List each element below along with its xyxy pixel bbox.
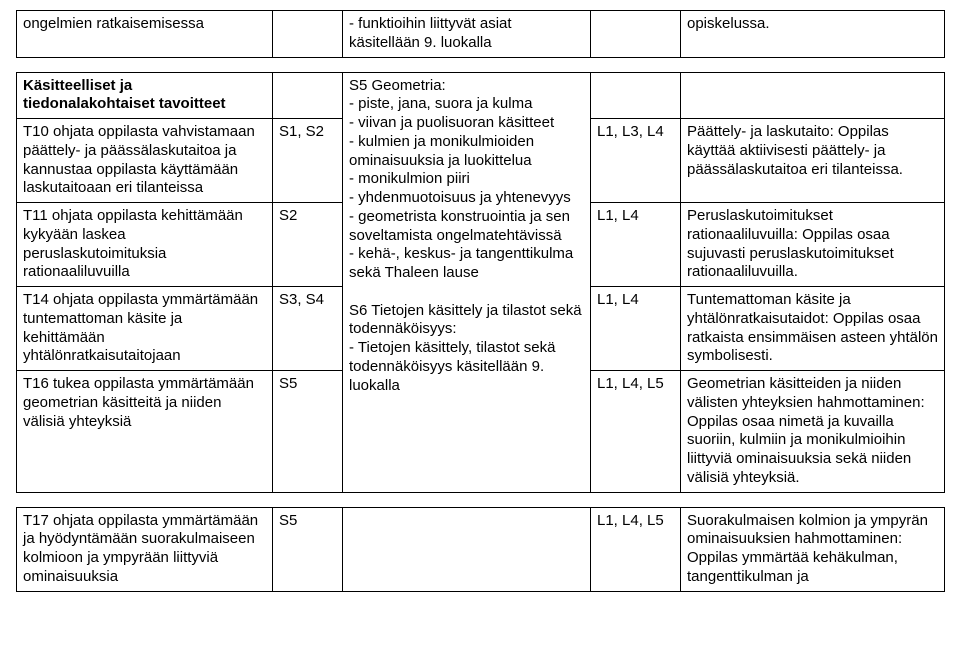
cell-competence: L1, L4: [591, 287, 681, 371]
page-container: ongelmien ratkaisemisessa - funktioihin …: [0, 0, 960, 612]
cell-code: [273, 11, 343, 58]
cell-assessment: Päättely- ja laskutaito: Oppilas käyttää…: [681, 119, 945, 203]
cell-assessment: Suorakulmaisen kolmion ja ympyrän ominai…: [681, 507, 945, 591]
cell-assessment: Peruslaskutoimitukset rationaaliluvuilla…: [681, 203, 945, 287]
table-row: T17 ohjata oppilasta ymmärtämään ja hyöd…: [17, 507, 945, 591]
cell-objective: T17 ohjata oppilasta ymmärtämään ja hyöd…: [17, 507, 273, 591]
cell-assessment: Tuntemattoman käsite ja yhtälönratkaisut…: [681, 287, 945, 371]
cell-content: - funktioihin liittyvät asiat käsitellää…: [343, 11, 591, 58]
cell-objective: T16 tukea oppilasta ymmärtämään geometri…: [17, 371, 273, 493]
cell-objective: T14 ohjata oppilasta ymmärtämään tuntema…: [17, 287, 273, 371]
table-row: ongelmien ratkaisemisessa - funktioihin …: [17, 11, 945, 58]
cell-competence: L1, L4: [591, 203, 681, 287]
spacer-row: [17, 492, 945, 507]
section-header-row: Käsitteelliset ja tiedonalakohtaiset tav…: [17, 72, 945, 119]
cell-assessment: Geometrian käsitteiden ja niiden väliste…: [681, 371, 945, 493]
cell-content-merged: S5 Geometria: - piste, jana, suora ja ku…: [343, 72, 591, 492]
cell-code: S3, S4: [273, 287, 343, 371]
cell-empty: [591, 72, 681, 119]
cell-code: S5: [273, 507, 343, 591]
cell-code: S1, S2: [273, 119, 343, 203]
section-header-cell: Käsitteelliset ja tiedonalakohtaiset tav…: [17, 72, 273, 119]
cell-empty: [681, 72, 945, 119]
cell-code: S5: [273, 371, 343, 493]
cell-objective: T10 ohjata oppilasta vahvistamaan päätte…: [17, 119, 273, 203]
cell-competence: L1, L4, L5: [591, 507, 681, 591]
cell-objective: ongelmien ratkaisemisessa: [17, 11, 273, 58]
cell-competence: L1, L4, L5: [591, 371, 681, 493]
cell-assessment: opiskelussa.: [681, 11, 945, 58]
cell-empty: [273, 72, 343, 119]
cell-content: [343, 507, 591, 591]
cell-competence: [591, 11, 681, 58]
cell-objective: T11 ohjata oppilasta kehittämään kykyään…: [17, 203, 273, 287]
cell-competence: L1, L3, L4: [591, 119, 681, 203]
section-header-text: Käsitteelliset ja tiedonalakohtaiset tav…: [23, 77, 226, 113]
curriculum-table: ongelmien ratkaisemisessa - funktioihin …: [16, 10, 945, 592]
spacer-row: [17, 57, 945, 72]
cell-code: S2: [273, 203, 343, 287]
